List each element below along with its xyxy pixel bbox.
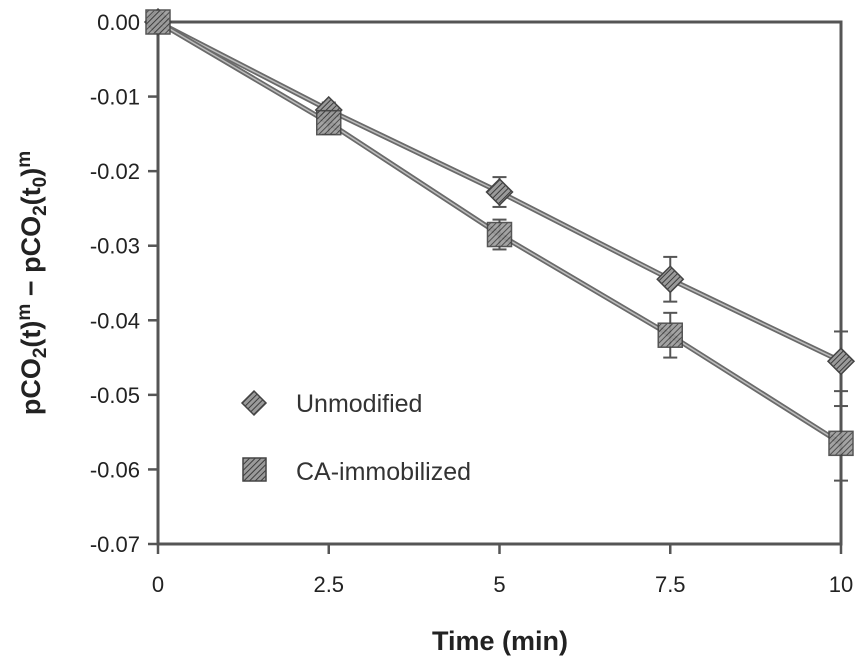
y-axis-ticks: 0.00 -0.01 -0.02 -0.03 -0.04 -0.05 -0.06 -0.07 — [90, 10, 158, 557]
x-tick-label: 5 — [493, 572, 505, 597]
y-tick-label: -0.01 — [90, 85, 140, 110]
x-tick-label: 10 — [829, 572, 853, 597]
x-tick-label: 2.5 — [313, 572, 344, 597]
y-axis-title: pCO2(t)m − pCO2(t0)m — [14, 151, 51, 415]
legend: Unmodified CA-immobilized — [240, 389, 471, 486]
series-ca-immobilized — [145, 9, 854, 482]
legend-diamond-marker — [240, 389, 268, 417]
data-point-square — [828, 430, 854, 457]
data-point-square — [145, 9, 171, 35]
series-layer — [143, 7, 856, 482]
data-point-square — [486, 221, 513, 248]
y-tick-label: -0.07 — [90, 532, 140, 557]
x-tick-label: 0 — [152, 572, 164, 597]
y-tick-label: -0.04 — [90, 308, 140, 333]
series-unmodified — [143, 7, 856, 393]
legend-label-unmodified: Unmodified — [296, 390, 422, 418]
x-axis-title: Time (min) — [432, 626, 568, 656]
y-tick-label: -0.06 — [90, 457, 140, 482]
data-point-square — [316, 109, 342, 136]
legend-item-unmodified: Unmodified — [240, 389, 422, 418]
x-axis-ticks: 0 2.5 5 7.5 10 — [152, 544, 853, 597]
legend-label-ca-immobilized: CA-immobilized — [296, 458, 471, 486]
data-point-diamond — [826, 347, 856, 376]
x-tick-label: 7.5 — [655, 572, 686, 597]
data-point-diamond — [485, 177, 514, 207]
y-tick-label: -0.05 — [90, 383, 140, 408]
data-point-square — [657, 322, 683, 348]
y-tick-label: 0.00 — [97, 10, 140, 35]
data-point-diamond — [656, 265, 685, 294]
y-tick-label: -0.03 — [90, 234, 140, 259]
y-tick-label: -0.02 — [90, 159, 140, 184]
legend-item-ca-immobilized: CA-immobilized — [242, 457, 471, 486]
legend-square-marker — [242, 457, 267, 482]
